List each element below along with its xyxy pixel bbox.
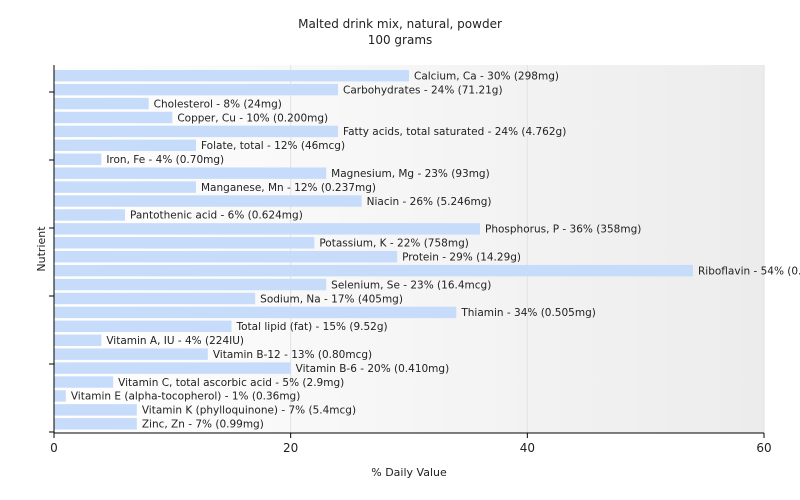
bar xyxy=(54,362,291,374)
bar xyxy=(54,195,362,207)
bar-label: Fatty acids, total saturated - 24% (4.76… xyxy=(343,126,566,138)
chart-title: Malted drink mix, natural, powder xyxy=(298,17,502,31)
bar-label: Protein - 29% (14.29g) xyxy=(402,252,521,264)
bar xyxy=(54,320,232,333)
bar-label: Thiamin - 34% (0.505mg) xyxy=(460,307,596,319)
bar xyxy=(54,306,457,319)
bar-label: Iron, Fe - 4% (0.70mg) xyxy=(106,154,224,166)
bar xyxy=(54,139,196,152)
bar-label: Vitamin B-6 - 20% (0.410mg) xyxy=(296,363,450,375)
bar xyxy=(54,167,327,179)
x-tick-label: 60 xyxy=(756,441,771,455)
bar-label: Carbohydrates - 24% (71.21g) xyxy=(343,84,503,96)
bar xyxy=(54,97,149,110)
bar-label: Niacin - 26% (5.246mg) xyxy=(367,196,492,208)
bar xyxy=(54,83,338,96)
x-tick-label: 40 xyxy=(520,441,535,455)
bar-label: Vitamin E (alpha-tocopherol) - 1% (0.36m… xyxy=(71,391,301,403)
bar xyxy=(54,292,256,305)
bar-label: Potassium, K - 22% (758mg) xyxy=(319,238,469,250)
bar xyxy=(54,181,196,193)
x-tick-label: 20 xyxy=(283,441,298,455)
y-axis-title: Nutrient xyxy=(35,226,48,272)
bar xyxy=(54,223,480,235)
bar-label: Vitamin K (phylloquinone) - 7% (5.4mcg) xyxy=(142,405,356,417)
bar-label: Manganese, Mn - 12% (0.237mg) xyxy=(201,182,376,194)
axes: 0 20 40 60 xyxy=(49,65,772,455)
bar-label: Copper, Cu - 10% (0.200mg) xyxy=(177,112,328,124)
bar-label: Calcium, Ca - 30% (298mg) xyxy=(414,71,559,83)
bar xyxy=(54,251,398,263)
bar-label: Cholesterol - 8% (24mg) xyxy=(154,98,282,110)
bars: Calcium, Ca - 30% (298mg)Carbohydrates -… xyxy=(54,70,800,431)
bar xyxy=(54,404,137,416)
x-tick-label: 0 xyxy=(50,441,58,455)
bar-label: Sodium, Na - 17% (405mg) xyxy=(260,293,403,305)
x-axis-title: % Daily Value xyxy=(371,466,447,479)
bar-label: Zinc, Zn - 7% (0.99mg) xyxy=(142,419,264,431)
bar xyxy=(54,153,102,165)
bar-label: Total lipid (fat) - 15% (9.52g) xyxy=(236,321,388,333)
bar xyxy=(54,125,338,138)
bar xyxy=(54,418,137,430)
bar-label: Vitamin C, total ascorbic acid - 5% (2.9… xyxy=(118,377,344,389)
chart-subtitle: 100 grams xyxy=(367,33,433,47)
bar xyxy=(54,237,315,249)
bar xyxy=(54,348,208,360)
bar-label: Vitamin B-12 - 13% (0.80mcg) xyxy=(213,349,372,361)
bar xyxy=(54,278,327,291)
bar xyxy=(54,209,125,221)
bar xyxy=(54,111,173,124)
bar-label: Vitamin A, IU - 4% (224IU) xyxy=(106,335,244,347)
bar xyxy=(54,264,693,277)
bar xyxy=(54,334,102,346)
bar-label: Selenium, Se - 23% (16.4mcg) xyxy=(331,279,491,291)
bar-label: Riboflavin - 54% (0.920mg) xyxy=(698,265,800,277)
bar-label: Magnesium, Mg - 23% (93mg) xyxy=(331,168,490,180)
bar-label: Phosphorus, P - 36% (358mg) xyxy=(485,224,641,236)
bar xyxy=(54,390,66,402)
bar xyxy=(54,70,409,82)
bar-label: Pantothenic acid - 6% (0.624mg) xyxy=(130,210,303,222)
bar xyxy=(54,376,114,388)
bar-label: Folate, total - 12% (46mcg) xyxy=(201,140,345,152)
